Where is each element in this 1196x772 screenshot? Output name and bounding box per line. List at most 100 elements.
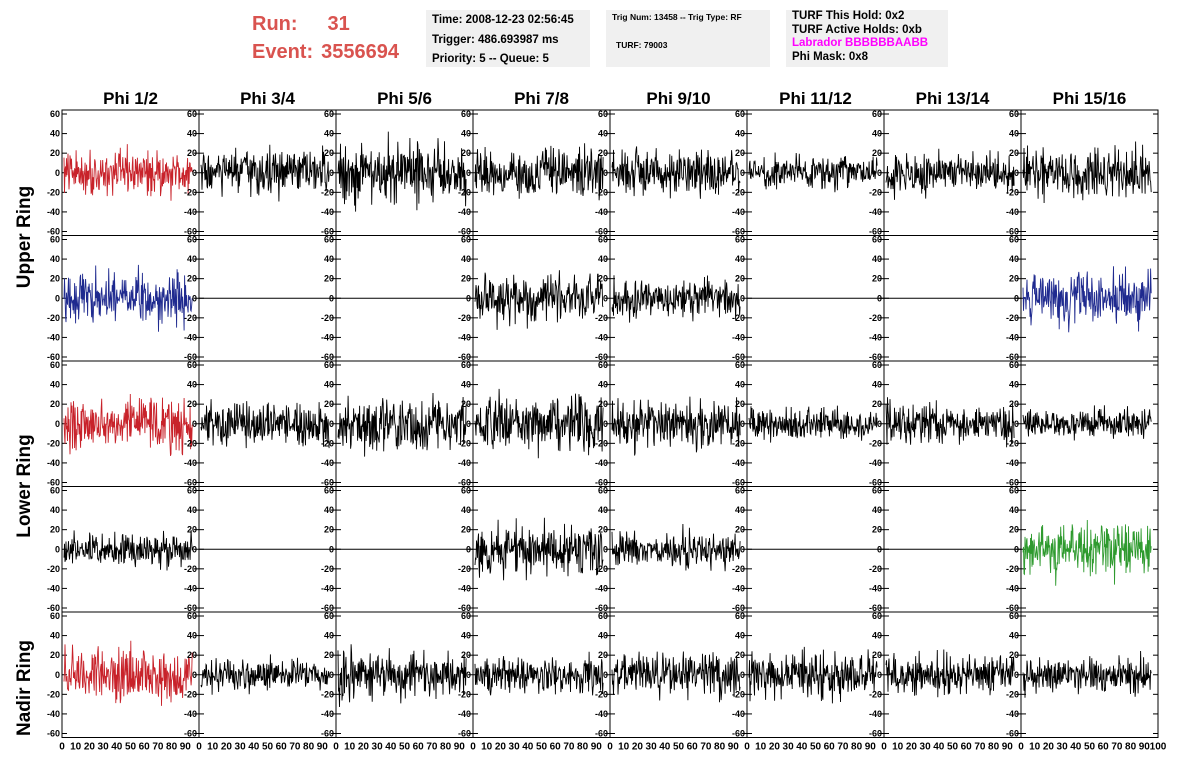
y-tick-label: 0	[740, 670, 745, 680]
y-tick-label: 60	[324, 486, 334, 496]
y-tick-label: 60	[872, 235, 882, 245]
x-tick-label: 10	[70, 742, 82, 753]
y-tick-label: -20	[47, 564, 60, 574]
y-tick-label: -60	[321, 729, 334, 739]
x-tick-label: 0	[607, 742, 613, 753]
y-tick-label: 60	[50, 235, 60, 245]
y-tick-label: 0	[466, 168, 471, 178]
y-tick-label: 0	[1014, 544, 1019, 554]
y-tick-label: -40	[184, 332, 197, 342]
y-tick-label: 20	[872, 148, 882, 158]
y-tick-label: 60	[324, 235, 334, 245]
y-tick-label: -60	[184, 478, 197, 488]
y-tick-label: -20	[869, 689, 882, 699]
y-tick-label: 0	[55, 544, 60, 554]
x-tick-label: 60	[1098, 742, 1110, 753]
waveform-panel: 60 40 20 0 -20 -40 -60	[869, 611, 1022, 739]
x-tick-label: 40	[111, 742, 123, 753]
y-tick-label: -20	[184, 689, 197, 699]
y-tick-label: 20	[324, 399, 334, 409]
y-tick-label: 20	[1009, 148, 1019, 158]
y-tick-label: -60	[732, 227, 745, 237]
waveform-trace	[611, 146, 741, 199]
y-tick-label: 60	[187, 486, 197, 496]
y-tick-label: 40	[461, 380, 471, 390]
waveform-panel: 60 40 20 0 -20 -40 -60	[47, 109, 200, 237]
x-tick-label: 50	[262, 742, 274, 753]
y-tick-label: 0	[877, 419, 882, 429]
y-tick-label: -20	[869, 438, 882, 448]
y-tick-label: -60	[869, 227, 882, 237]
x-tick-label: 30	[1057, 742, 1069, 753]
y-tick-label: 0	[329, 293, 334, 303]
x-tick-label: 60	[139, 742, 151, 753]
y-tick-label: -20	[184, 438, 197, 448]
y-tick-label: -40	[595, 207, 608, 217]
y-tick-label: 0	[192, 544, 197, 554]
y-tick-label: -20	[47, 689, 60, 699]
x-tick-label: 0	[744, 742, 750, 753]
waveform-trace	[1022, 141, 1152, 204]
y-tick-label: 20	[872, 274, 882, 284]
y-tick-label: 20	[872, 525, 882, 535]
x-tick-label: 20	[358, 742, 370, 753]
waveform-panel: 60 40 20 0 -20 -40 -60	[321, 611, 474, 739]
waveform-trace	[1022, 519, 1152, 586]
y-tick-label: -20	[732, 438, 745, 448]
x-tick-label: 10	[755, 742, 767, 753]
waveform-trace	[748, 405, 878, 443]
y-tick-label: 0	[192, 419, 197, 429]
y-tick-label: 40	[50, 380, 60, 390]
waveform-trace	[200, 654, 330, 695]
x-tick-label: 70	[563, 742, 575, 753]
y-tick-label: 60	[461, 109, 471, 119]
y-tick-label: -40	[47, 207, 60, 217]
y-tick-label: 60	[872, 360, 882, 370]
y-tick-label: 20	[735, 274, 745, 284]
y-tick-label: 20	[1009, 274, 1019, 284]
x-tick-label: 60	[276, 742, 288, 753]
y-tick-label: 60	[735, 486, 745, 496]
y-tick-label: 20	[187, 274, 197, 284]
x-tick-label: 50	[399, 742, 411, 753]
x-tick-label: 80	[988, 742, 1000, 753]
y-tick-label: 40	[324, 380, 334, 390]
y-tick-label: -40	[732, 583, 745, 593]
x-tick-label: 0	[1018, 742, 1024, 753]
y-tick-label: -60	[458, 478, 471, 488]
y-tick-label: 0	[603, 168, 608, 178]
waveform-panel: 60 40 20 0 -20 -40 -60	[869, 235, 1022, 362]
column-header: Phi 1/2	[103, 89, 158, 108]
y-tick-label: 0	[55, 293, 60, 303]
y-tick-label: -60	[1006, 478, 1019, 488]
event-label: Event:	[252, 41, 314, 63]
y-tick-label: 60	[50, 109, 60, 119]
x-tick-label: 100	[1150, 742, 1167, 753]
x-tick-label: 40	[522, 742, 534, 753]
waveform-panel: 60 40 20 0 -20 -40 -60	[184, 235, 337, 362]
y-tick-label: 0	[55, 168, 60, 178]
x-tick-label: 60	[824, 742, 836, 753]
y-tick-label: 40	[324, 129, 334, 139]
y-tick-label: 0	[466, 670, 471, 680]
x-tick-label: 90	[454, 742, 466, 753]
y-tick-label: -40	[1006, 332, 1019, 342]
x-tick-label: 10	[618, 742, 630, 753]
y-tick-label: -20	[458, 438, 471, 448]
y-tick-label: 40	[872, 380, 882, 390]
y-tick-label: 40	[735, 254, 745, 264]
x-tick-label: 20	[495, 742, 507, 753]
y-tick-label: 0	[877, 168, 882, 178]
y-tick-label: -60	[184, 603, 197, 613]
y-tick-label: -60	[47, 478, 60, 488]
run-label: Run:	[252, 13, 298, 35]
y-tick-label: 60	[50, 360, 60, 370]
y-tick-label: -40	[458, 583, 471, 593]
waveform-panel: 60 40 20 0 -20 -40 -60	[321, 235, 474, 362]
y-tick-label: 40	[598, 505, 608, 515]
y-tick-label: -40	[869, 207, 882, 217]
y-tick-label: 60	[735, 109, 745, 119]
y-tick-label: 20	[187, 148, 197, 158]
y-tick-label: 60	[735, 235, 745, 245]
x-tick-label: 0	[881, 742, 887, 753]
